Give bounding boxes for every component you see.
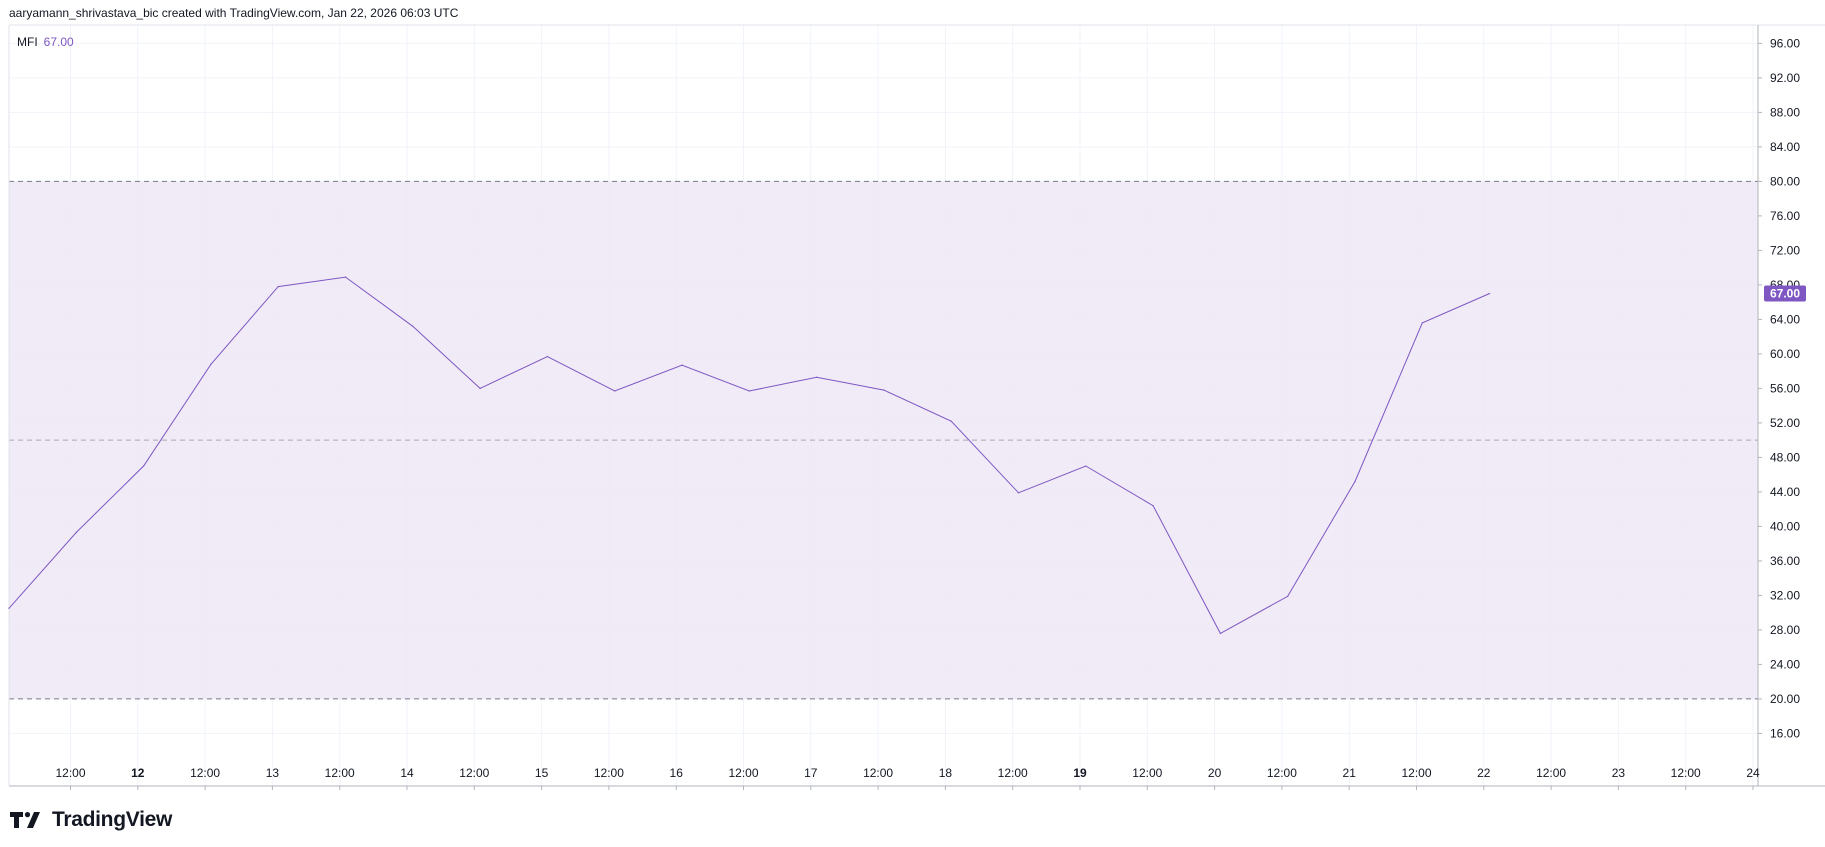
y-tick-label: 24.00 [1770, 657, 1800, 671]
y-tick-label: 20.00 [1770, 692, 1800, 706]
x-tick-label: 14 [400, 766, 414, 780]
mfi-point [8, 607, 10, 610]
x-tick-label: 16 [670, 766, 684, 780]
x-tick-label: 12:00 [55, 766, 85, 780]
y-tick-label: 32.00 [1770, 588, 1800, 602]
tradingview-logo[interactable]: TradingView [10, 808, 172, 832]
mfi-point [681, 364, 683, 366]
mfi-point [1354, 480, 1356, 483]
y-tick-label: 56.00 [1770, 381, 1800, 395]
y-tick-label: 48.00 [1770, 450, 1800, 464]
price-axis[interactable]: 96.0092.0088.0084.0080.0076.0072.0068.00… [1758, 36, 1800, 740]
x-tick-label: 12:00 [190, 766, 220, 780]
mfi-point [1085, 465, 1087, 467]
indicator-name: MFI [17, 35, 38, 49]
mfi-point [344, 276, 347, 278]
mfi-point [748, 390, 751, 392]
mfi-point [613, 390, 616, 392]
mfi-point [546, 355, 549, 358]
x-tick-label: 20 [1208, 766, 1222, 780]
y-tick-label: 96.00 [1770, 36, 1800, 50]
x-tick-label: 12:00 [1671, 766, 1701, 780]
x-tick-label: 18 [939, 766, 953, 780]
x-tick-label: 12:00 [459, 766, 489, 780]
mfi-point [277, 285, 280, 288]
mfi-point [479, 387, 481, 390]
y-tick-label: 80.00 [1770, 174, 1800, 188]
x-tick-label: 23 [1612, 766, 1626, 780]
last-value-tag: 67.00 [1764, 285, 1806, 302]
y-tick-label: 36.00 [1770, 554, 1800, 568]
mfi-point [883, 389, 885, 391]
x-tick-label: 12:00 [1536, 766, 1566, 780]
mfi-point [950, 420, 952, 423]
x-tick-label: 21 [1343, 766, 1357, 780]
mfi-point [815, 376, 818, 379]
x-tick-label: 12:00 [863, 766, 893, 780]
mfi-point [75, 531, 78, 534]
last-value-tag-label: 67.00 [1770, 287, 1800, 301]
y-tick-label: 44.00 [1770, 485, 1800, 499]
chart-borders [8, 24, 1825, 787]
y-tick-label: 76.00 [1770, 209, 1800, 223]
tradingview-logo-text: TradingView [52, 808, 173, 831]
y-tick-label: 72.00 [1770, 243, 1800, 257]
x-tick-label: 17 [804, 766, 818, 780]
last-value-tag-background [1764, 285, 1806, 302]
x-tick-label: 12:00 [325, 766, 355, 780]
tradingview-logo-icon [10, 812, 40, 828]
x-tick-label: 12 [131, 766, 145, 780]
indicator-value: 67.00 [43, 35, 74, 49]
mfi-point [1286, 595, 1289, 598]
mfi-point [210, 363, 212, 366]
y-tick-label: 28.00 [1770, 623, 1800, 637]
x-tick-label: 24 [1746, 766, 1760, 780]
y-tick-label: 40.00 [1770, 519, 1800, 533]
x-tick-label: 13 [266, 766, 280, 780]
y-tick-label: 64.00 [1770, 312, 1800, 326]
time-axis[interactable]: 12:00 12 12:00 13 12:00 14 12:00 15 12:00 16 12:00… [55, 766, 1760, 790]
y-tick-label: 84.00 [1770, 140, 1800, 154]
y-tick-label: 92.00 [1770, 71, 1800, 85]
x-tick-label: 12:00 [594, 766, 624, 780]
x-tick-label: 12:00 [1267, 766, 1297, 780]
y-tick-label: 88.00 [1770, 105, 1800, 119]
x-tick-label: 12:00 [728, 766, 758, 780]
x-tick-label: 12:00 [1401, 766, 1431, 780]
mfi-point [1421, 322, 1424, 324]
y-tick-label: 52.00 [1770, 416, 1800, 430]
mfi-point [1017, 492, 1020, 494]
mfi-point [412, 325, 414, 328]
x-tick-label: 15 [535, 766, 549, 780]
mfi-data-points [8, 276, 1491, 635]
mfi-point [1488, 292, 1491, 295]
indicator-legend[interactable]: MFI 67.00 [17, 35, 74, 49]
x-tick-label: 12:00 [998, 766, 1028, 780]
x-tick-label: 19 [1073, 766, 1087, 780]
chart-attribution: aaryamann_shrivastava_bic created with T… [9, 6, 459, 20]
mfi-point [1152, 504, 1154, 507]
band-reference-lines [9, 180, 1758, 700]
mfi-point [1219, 632, 1222, 635]
y-tick-label: 16.00 [1770, 726, 1800, 740]
mfi-point [142, 465, 145, 467]
x-tick-label: 22 [1477, 766, 1491, 780]
y-tick-label: 60.00 [1770, 347, 1800, 361]
x-tick-label: 12:00 [1132, 766, 1162, 780]
